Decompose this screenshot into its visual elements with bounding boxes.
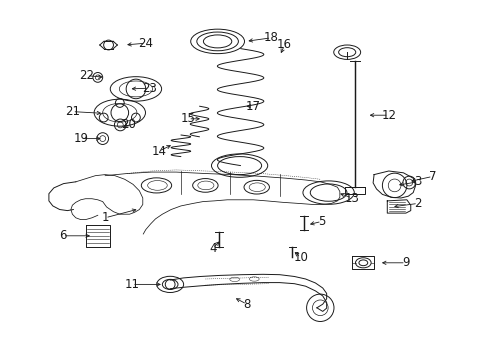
Text: 24: 24 bbox=[138, 37, 153, 50]
Text: 21: 21 bbox=[65, 105, 80, 118]
Text: 12: 12 bbox=[381, 109, 395, 122]
Text: 5: 5 bbox=[317, 215, 325, 228]
Text: 4: 4 bbox=[208, 242, 216, 255]
Text: 11: 11 bbox=[124, 278, 139, 291]
Text: 17: 17 bbox=[245, 100, 260, 113]
Text: 19: 19 bbox=[73, 132, 88, 145]
Text: 1: 1 bbox=[101, 211, 109, 224]
Text: 7: 7 bbox=[428, 170, 436, 183]
Text: 14: 14 bbox=[151, 145, 166, 158]
Text: 18: 18 bbox=[264, 31, 278, 44]
Text: 10: 10 bbox=[293, 251, 307, 264]
Text: 2: 2 bbox=[413, 197, 421, 210]
Text: 9: 9 bbox=[401, 256, 409, 269]
Text: 20: 20 bbox=[121, 118, 135, 131]
Text: 22: 22 bbox=[80, 69, 94, 82]
Text: 8: 8 bbox=[243, 298, 250, 311]
Text: 15: 15 bbox=[181, 112, 195, 125]
Text: 13: 13 bbox=[344, 192, 359, 204]
Text: 3: 3 bbox=[413, 175, 421, 188]
Text: 6: 6 bbox=[59, 229, 66, 242]
Text: 23: 23 bbox=[142, 82, 156, 95]
Text: 16: 16 bbox=[277, 39, 291, 51]
